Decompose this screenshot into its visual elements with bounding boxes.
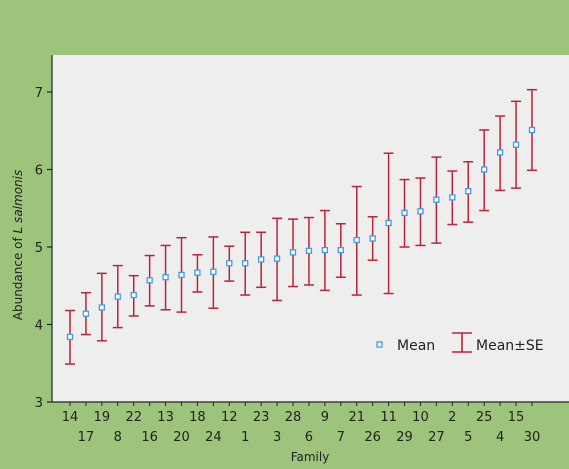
mean-point [114, 293, 121, 300]
mean-point [385, 219, 392, 227]
mean-point [465, 188, 472, 195]
mean-point [242, 260, 249, 267]
legend: Mean Mean±SE [376, 332, 544, 354]
x-tick-label: 3 [273, 430, 281, 445]
x-tick-label: 16 [141, 430, 158, 445]
mean-point [289, 249, 297, 256]
mean-point [210, 268, 217, 275]
y-tick-label: 4 [35, 319, 43, 334]
y-tick-label: 6 [35, 164, 43, 179]
mean-point [258, 256, 265, 263]
mean-point [433, 196, 440, 203]
mean-point [146, 277, 153, 284]
y-tick-label: 5 [35, 241, 43, 256]
x-tick-label: 8 [114, 430, 122, 445]
x-tick-label: 25 [476, 410, 493, 425]
mean-point [353, 236, 360, 244]
x-tick-label: 23 [253, 410, 270, 425]
mean-point [528, 126, 536, 134]
mean-point [321, 246, 329, 254]
x-tick-label: 1 [241, 430, 249, 445]
mean-point [178, 271, 185, 279]
legend-mean-label: Mean [397, 338, 435, 354]
x-tick-label: 14 [62, 410, 79, 425]
y-tick-label: 3 [35, 396, 43, 411]
x-tick-label: 7 [337, 430, 345, 445]
chart-marks [65, 88, 537, 365]
x-tick-label: 6 [305, 430, 313, 445]
x-axis: 1417198221613201824121233286972126112910… [52, 401, 569, 445]
legend-se-swatch [452, 332, 472, 353]
mean-point [82, 310, 90, 317]
mean-point [481, 166, 488, 173]
mean-point [226, 260, 233, 267]
x-tick-label: 21 [348, 410, 365, 425]
mean-point [194, 269, 201, 276]
legend-mean-swatch [376, 341, 383, 348]
x-tick-label: 20 [173, 430, 190, 445]
x-tick-label: 5 [464, 430, 472, 445]
x-tick-label: 17 [78, 430, 95, 445]
x-tick-label: 19 [94, 410, 111, 425]
x-tick-label: 12 [221, 410, 238, 425]
x-tick-label: 22 [125, 410, 142, 425]
x-tick-label: 2 [448, 410, 456, 425]
mean-point [512, 141, 520, 148]
mean-point [98, 304, 106, 311]
x-tick-label: 30 [524, 430, 541, 445]
mean-point [337, 246, 344, 254]
x-tick-label: 27 [428, 430, 445, 445]
mean-point [417, 208, 424, 215]
mean-point [449, 194, 456, 201]
x-tick-label: 10 [412, 410, 429, 425]
x-tick-label: 9 [321, 410, 329, 425]
x-tick-label: 29 [396, 430, 413, 445]
x-tick-label: 4 [496, 430, 504, 445]
x-tick-label: 18 [189, 410, 206, 425]
mean-point [273, 255, 281, 262]
y-axis-label-species: L salmonis [11, 170, 25, 234]
plot-area [52, 55, 569, 402]
mean-point [496, 149, 504, 156]
y-axis-label: Abundance of L salmonis [11, 170, 25, 320]
legend-se-label: Mean±SE [476, 338, 544, 354]
x-tick-label: 11 [380, 410, 397, 425]
y-axis: 3 4 5 6 7 [35, 55, 53, 411]
x-tick-label: 28 [285, 410, 302, 425]
x-axis-label: Family [291, 450, 330, 464]
mean-point [369, 235, 376, 242]
x-tick-label: 15 [508, 410, 525, 425]
mean-point [401, 209, 408, 217]
x-tick-label: 26 [364, 430, 381, 445]
mean-point [305, 247, 313, 255]
mean-point [66, 333, 74, 341]
mean-point [162, 274, 169, 281]
y-axis-label-prefix: Abundance of [11, 233, 25, 320]
y-tick-label: 7 [35, 86, 43, 101]
mean-point [130, 291, 137, 299]
x-tick-label: 13 [157, 410, 174, 425]
x-tick-label: 24 [205, 430, 222, 445]
